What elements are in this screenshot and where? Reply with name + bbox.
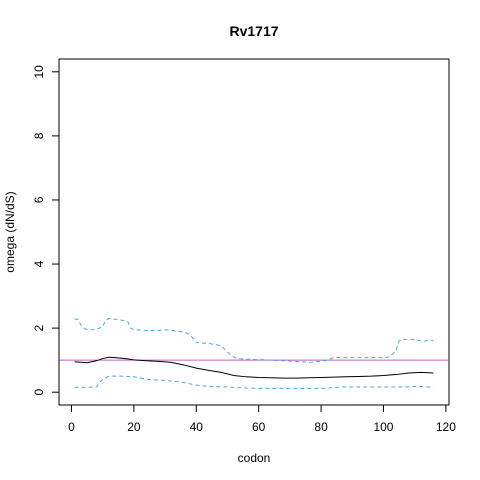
series-line-lower <box>74 375 434 389</box>
x-axis: 0 20 40 60 80 100 120 <box>68 404 456 434</box>
x-tick-label: 0 <box>68 420 75 434</box>
chart-title: Rv1717 <box>229 23 278 39</box>
series-layer <box>74 317 434 389</box>
y-tick-label: 4 <box>32 260 46 267</box>
x-tick-label: 60 <box>252 420 266 434</box>
y-tick-label: 8 <box>32 132 46 139</box>
series-line-estimate <box>74 356 434 379</box>
x-tick-label: 120 <box>436 420 456 434</box>
y-axis: 0 2 4 6 8 10 <box>32 65 60 396</box>
x-tick-label: 100 <box>373 420 393 434</box>
y-tick-label: 0 <box>32 389 46 396</box>
y-tick-label: 2 <box>32 324 46 331</box>
x-tick-label: 80 <box>314 420 328 434</box>
x-axis-label: codon <box>238 451 271 465</box>
y-tick-label: 10 <box>32 65 46 79</box>
x-tick-label: 40 <box>190 420 204 434</box>
y-axis-label: omega (dN/dS) <box>3 191 17 272</box>
series-line-upper <box>74 317 434 363</box>
x-tick-label: 20 <box>127 420 141 434</box>
y-tick-label: 6 <box>32 196 46 203</box>
